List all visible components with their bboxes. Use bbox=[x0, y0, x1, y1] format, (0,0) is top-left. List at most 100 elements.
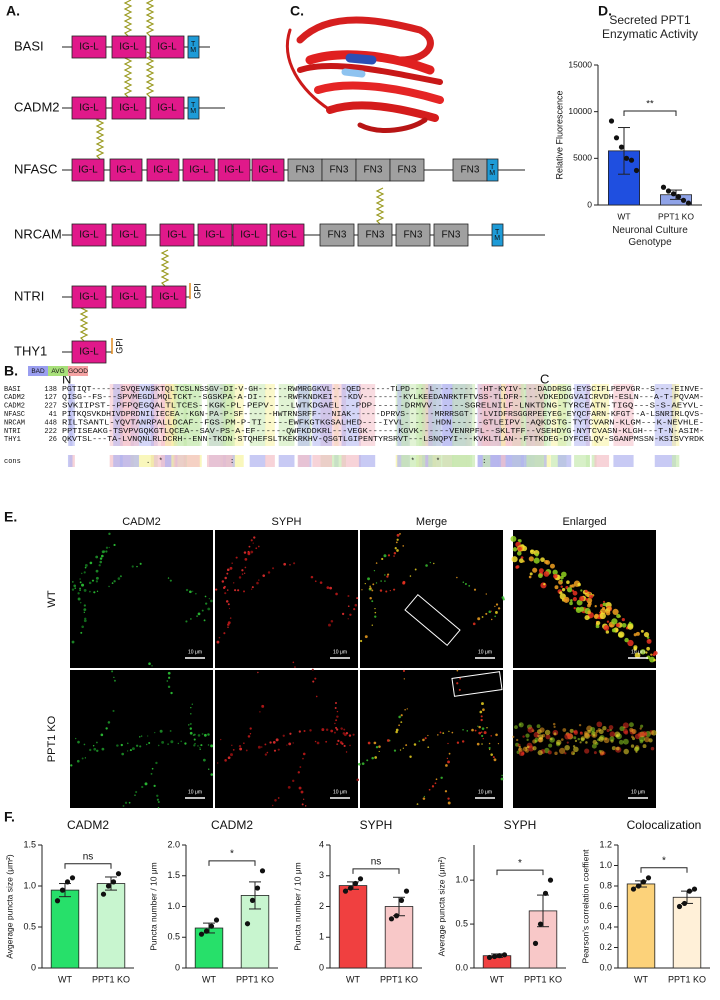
puncta bbox=[341, 612, 345, 616]
conservation-shade bbox=[206, 384, 233, 446]
data-point bbox=[633, 167, 640, 174]
chart-title: CADM2 bbox=[67, 818, 109, 832]
puncta bbox=[334, 722, 336, 725]
puncta bbox=[314, 677, 317, 680]
puncta bbox=[264, 743, 267, 746]
y-tick-label: 0 bbox=[175, 962, 180, 972]
puncta bbox=[252, 542, 254, 544]
puncta bbox=[83, 604, 86, 607]
puncta bbox=[579, 596, 585, 602]
puncta bbox=[155, 761, 158, 765]
puncta bbox=[554, 585, 559, 590]
puncta bbox=[488, 746, 491, 750]
puncta bbox=[229, 566, 233, 570]
puncta bbox=[369, 587, 372, 590]
domain-label: IG-L bbox=[167, 230, 187, 241]
puncta bbox=[189, 727, 192, 730]
data-point bbox=[388, 916, 395, 922]
puncta bbox=[447, 742, 449, 745]
puncta bbox=[434, 782, 437, 785]
puncta bbox=[493, 758, 497, 762]
puncta bbox=[561, 587, 566, 592]
puncta bbox=[473, 588, 477, 591]
puncta bbox=[572, 590, 578, 596]
puncta bbox=[207, 744, 210, 746]
puncta bbox=[573, 729, 578, 734]
y-tick-label: 0 bbox=[31, 962, 36, 972]
puncta bbox=[599, 603, 604, 608]
puncta bbox=[367, 577, 370, 581]
puncta bbox=[243, 590, 246, 593]
x-tick-label: WT bbox=[634, 974, 648, 984]
panel-label: E. bbox=[4, 509, 17, 525]
domain bbox=[111, 96, 147, 120]
puncta bbox=[75, 737, 77, 740]
puncta bbox=[611, 746, 616, 751]
conservation-shade bbox=[119, 455, 139, 467]
puncta bbox=[553, 725, 556, 728]
domain bbox=[217, 158, 251, 182]
data-point bbox=[105, 883, 112, 889]
puncta bbox=[442, 732, 445, 735]
y-tick-label: 0.5 bbox=[23, 921, 36, 931]
puncta bbox=[549, 563, 555, 569]
seq-name: BASI bbox=[4, 386, 21, 394]
puncta bbox=[402, 581, 406, 585]
puncta bbox=[315, 695, 318, 698]
puncta bbox=[564, 752, 567, 755]
seq-start: 26 bbox=[49, 436, 57, 444]
puncta bbox=[444, 790, 448, 793]
data-point bbox=[618, 144, 625, 150]
domain bbox=[151, 285, 187, 309]
puncta bbox=[102, 550, 106, 553]
domain-label: FN3 bbox=[404, 230, 423, 241]
y-axis-label: Relative Fluorescence bbox=[554, 90, 564, 179]
puncta bbox=[227, 603, 230, 606]
puncta bbox=[210, 744, 214, 748]
puncta bbox=[166, 680, 169, 682]
domain bbox=[232, 223, 268, 247]
puncta bbox=[386, 575, 389, 578]
puncta bbox=[528, 556, 534, 562]
puncta bbox=[402, 669, 405, 672]
puncta bbox=[603, 625, 610, 631]
puncta bbox=[400, 714, 403, 717]
puncta bbox=[560, 579, 563, 582]
scale-bar-label: 10 μm bbox=[478, 649, 492, 655]
conservation-shade bbox=[422, 455, 433, 467]
puncta bbox=[474, 729, 477, 732]
puncta bbox=[180, 740, 182, 743]
domain bbox=[111, 35, 147, 59]
puncta bbox=[601, 606, 606, 611]
puncta bbox=[561, 571, 567, 578]
puncta bbox=[560, 575, 564, 580]
puncta bbox=[230, 753, 233, 757]
seq-start: 41 bbox=[49, 411, 57, 419]
chart-title: Secreted PPT1 Enzymatic Activity bbox=[601, 13, 699, 41]
puncta bbox=[490, 610, 492, 612]
domain bbox=[197, 223, 233, 247]
puncta bbox=[456, 576, 458, 579]
y-tick-label: 1.0 bbox=[167, 901, 180, 911]
puncta bbox=[235, 556, 238, 559]
puncta bbox=[481, 743, 483, 745]
data-point bbox=[501, 952, 508, 958]
data-point bbox=[244, 921, 251, 927]
conservation-shade bbox=[312, 455, 332, 467]
puncta bbox=[596, 721, 603, 728]
puncta bbox=[621, 622, 627, 628]
puncta bbox=[579, 741, 582, 744]
puncta bbox=[395, 728, 399, 732]
significance-label: * bbox=[230, 848, 234, 859]
puncta bbox=[440, 776, 443, 780]
puncta bbox=[227, 756, 231, 760]
puncta bbox=[603, 737, 610, 744]
puncta bbox=[587, 729, 591, 734]
puncta bbox=[289, 564, 291, 566]
data-point bbox=[645, 875, 652, 881]
protein-name: BASI bbox=[14, 38, 44, 53]
puncta bbox=[371, 589, 374, 592]
puncta bbox=[345, 751, 348, 753]
conservation-shade bbox=[206, 455, 233, 467]
puncta bbox=[385, 590, 388, 593]
